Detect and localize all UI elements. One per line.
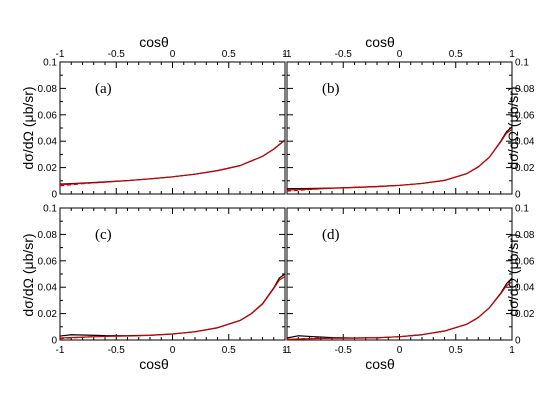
y-axis-title-top-left: dσ/dΩ (μb/sr) — [20, 86, 36, 169]
y-tick-label: 0.04 — [38, 137, 58, 148]
chart-panel-4: -1 -0.5 0 0.5 100.020.040.060.080.1(d) — [283, 204, 535, 357]
y-tick-label: 0 — [51, 190, 57, 201]
x-tick-label: 1 — [282, 49, 288, 60]
y-axis-title-bottom-right: dσ/dΩ (μb/sr) — [505, 233, 521, 316]
plot-frame — [286, 207, 513, 341]
y-tick-label: 0.08 — [38, 230, 58, 241]
y-tick-label: 0.06 — [38, 110, 58, 121]
x-tick-label: 1 — [509, 345, 515, 356]
series-line-2 — [59, 139, 286, 186]
x-tick-label: -1 — [56, 345, 65, 356]
y-tick-label: 0.08 — [515, 230, 535, 241]
x-tick-label: -0.5 — [108, 49, 126, 60]
x-tick-label: 0 — [170, 49, 176, 60]
y-tick-label: 0.1 — [515, 58, 529, 69]
series-line-1 — [59, 139, 286, 185]
y-axis-title-bottom-left: dσ/dΩ (μb/sr) — [20, 233, 36, 316]
x-axis-title-bottom-right: cosθ — [365, 356, 395, 372]
y-tick-label: 0.1 — [43, 58, 57, 69]
y-tick-label: 0.06 — [515, 110, 535, 121]
panel-label: (d) — [322, 227, 340, 243]
x-tick-label: -0.5 — [335, 49, 353, 60]
y-tick-label: 0.08 — [38, 84, 58, 95]
series-line-3 — [59, 336, 94, 340]
x-tick-label: -1 — [283, 345, 292, 356]
panel-label: (c) — [95, 227, 112, 243]
y-tick-label: 0 — [515, 190, 521, 201]
series-line-2 — [286, 281, 513, 340]
series-line-3 — [286, 337, 321, 341]
plot-frame — [59, 207, 286, 341]
y-tick-label: 0.04 — [515, 283, 535, 294]
y-tick-label: 0.08 — [515, 84, 535, 95]
series-line-3 — [286, 188, 321, 192]
x-tick-label: 0.5 — [449, 49, 463, 60]
x-tick-label: -0.5 — [335, 345, 353, 356]
series-line-1 — [286, 126, 513, 190]
series-line-2 — [286, 128, 513, 191]
plot-frame — [59, 61, 286, 195]
x-tick-label: 1 — [282, 345, 288, 356]
x-tick-label: 0 — [397, 49, 403, 60]
y-tick-label: 0.1 — [515, 204, 529, 215]
y-tick-label: 0 — [51, 336, 57, 347]
series-line-1 — [59, 273, 286, 337]
x-tick-label: 0.5 — [222, 49, 236, 60]
panel-label: (b) — [322, 81, 340, 97]
x-axis-title-top: cosθ — [139, 34, 169, 50]
x-tick-label: 0 — [170, 345, 176, 356]
x-tick-label: 0.5 — [222, 345, 236, 356]
y-tick-label: 0.02 — [515, 309, 535, 320]
y-tick-label: 0.02 — [515, 163, 535, 174]
y-tick-label: 0.04 — [515, 137, 535, 148]
plot-frame — [286, 61, 513, 195]
y-tick-label: 0.06 — [515, 256, 535, 267]
x-tick-label: -0.5 — [108, 345, 126, 356]
panel-label: (a) — [95, 81, 112, 97]
y-tick-label: 0.04 — [38, 283, 58, 294]
x-tick-label: 1 — [509, 49, 515, 60]
x-tick-label: -1 — [283, 49, 292, 60]
chart-panel-3: -1 -0.5 0 0.5 1 0 0.02 0.04 0.06 0.08 0.1 (c) — [38, 204, 289, 357]
y-tick-label: 0.1 — [43, 204, 57, 215]
chart-panel-1: -1 -0.5 0 0.5 1 0 0.02 0.04 0.06 0.08 0.1 (a) — [38, 49, 289, 201]
series-line-2 — [59, 276, 286, 339]
y-tick-label: 0.02 — [38, 309, 58, 320]
chart-panel-2: -1 -0.5 0 0.5 1 0 0.02 0.04 0.06 0.08 0.1 (b) — [283, 49, 535, 201]
y-tick-label: 0.02 — [38, 163, 58, 174]
y-axis-title-top-right: dσ/dΩ (μb/sr) — [505, 86, 521, 169]
y-tick-label: 0 — [515, 336, 521, 347]
series-line-3 — [59, 181, 106, 187]
x-tick-label: 0 — [397, 345, 403, 356]
x-tick-label: -1 — [56, 49, 65, 60]
x-axis-title-bottom: cosθ — [139, 356, 169, 372]
x-tick-label: 0.5 — [449, 345, 463, 356]
series-line-1 — [286, 277, 513, 339]
y-tick-label: 0.06 — [38, 256, 58, 267]
x-axis-title-top-right: cosθ — [365, 34, 395, 50]
